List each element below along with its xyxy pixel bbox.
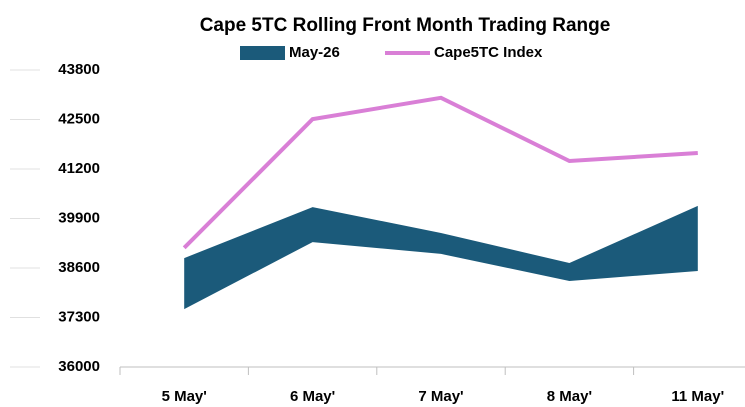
y-tick-label: 43800 <box>58 61 100 78</box>
y-tick-label: 39900 <box>58 209 100 226</box>
y-tick-label: 36000 <box>58 358 100 375</box>
index-line <box>182 95 698 250</box>
legend-label: May-26 <box>289 44 340 61</box>
range-area <box>184 205 698 310</box>
legend-swatch <box>240 46 285 60</box>
y-tick-label: 41200 <box>58 160 100 177</box>
y-tick-label: 38600 <box>58 259 100 276</box>
chart-title: Cape 5TC Rolling Front Month Trading Ran… <box>200 15 611 36</box>
x-tick-label: 8 May' <box>547 388 592 405</box>
legend-label: Cape5TC Index <box>434 44 543 61</box>
x-tick-label: 6 May' <box>290 388 335 405</box>
x-tick-label: 7 May' <box>418 388 463 405</box>
x-tick-label: 5 May' <box>162 388 207 405</box>
y-tick-label: 37300 <box>58 308 100 325</box>
x-tick-label: 11 May' <box>671 388 724 405</box>
y-tick-label: 42500 <box>58 110 100 127</box>
